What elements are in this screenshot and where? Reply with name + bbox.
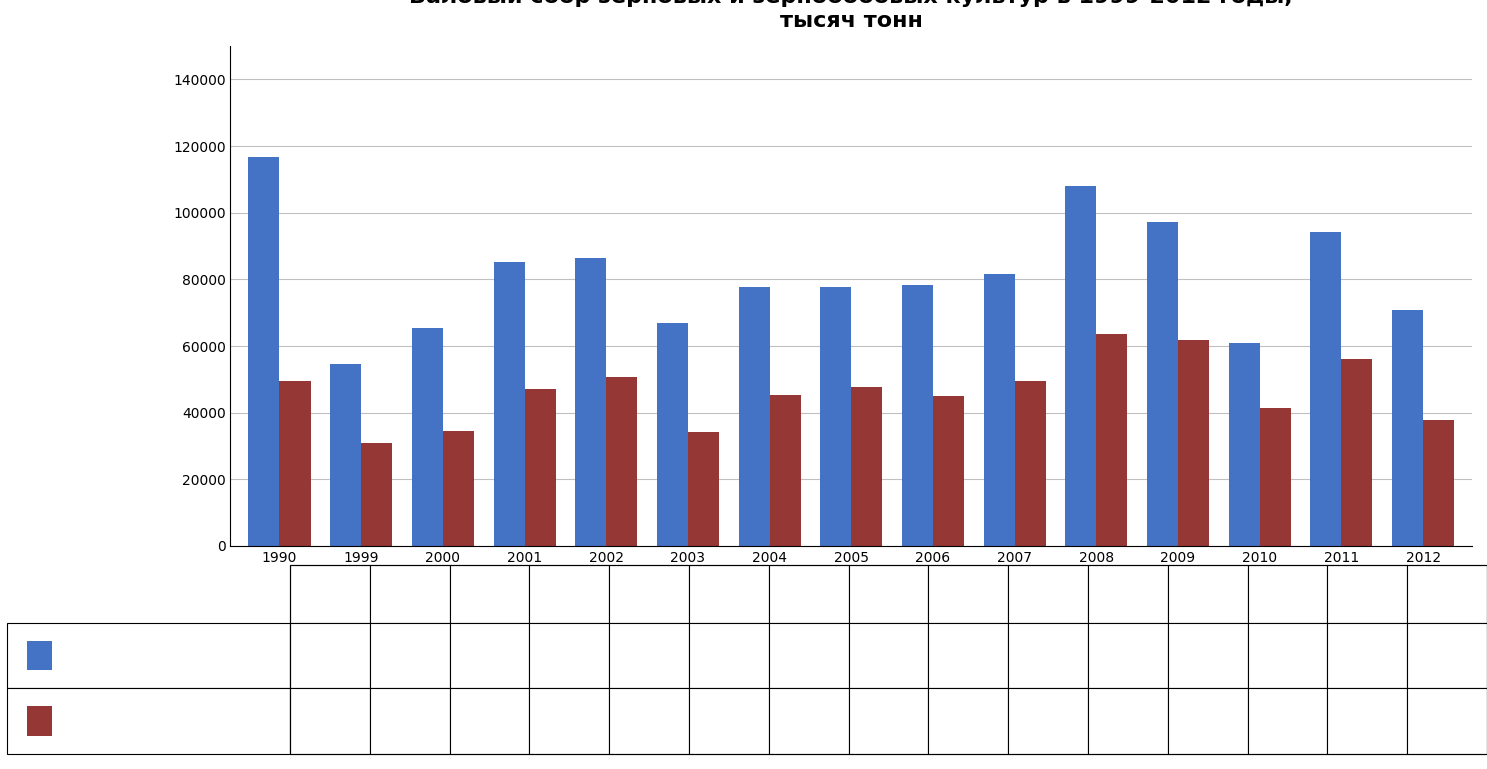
Bar bbox=[1259, 408, 1291, 546]
Bar bbox=[903, 285, 932, 546]
Bar bbox=[607, 378, 638, 546]
Bar bbox=[851, 388, 882, 546]
Text: 108179: 108179 bbox=[1105, 649, 1151, 662]
Text: 44927: 44927 bbox=[950, 714, 987, 727]
Text: 2000: 2000 bbox=[474, 588, 504, 601]
Bar bbox=[330, 364, 361, 546]
Bar bbox=[1096, 334, 1127, 546]
Text: 34070: 34070 bbox=[711, 714, 748, 727]
Text: 49368: 49368 bbox=[1029, 714, 1066, 727]
Text: 45434: 45434 bbox=[790, 714, 827, 727]
Bar bbox=[1310, 232, 1341, 546]
Bar bbox=[657, 323, 688, 546]
Text: 41508: 41508 bbox=[1268, 714, 1306, 727]
Text: 49596: 49596 bbox=[311, 714, 348, 727]
Text: 2010: 2010 bbox=[1273, 588, 1303, 601]
Text: 85084: 85084 bbox=[550, 649, 587, 662]
Text: 2009: 2009 bbox=[1193, 588, 1222, 601]
Bar bbox=[1014, 381, 1045, 546]
Text: 63765: 63765 bbox=[1109, 714, 1146, 727]
Text: 1999: 1999 bbox=[394, 588, 425, 601]
Bar bbox=[1146, 222, 1178, 546]
Text: 78227: 78227 bbox=[950, 649, 987, 662]
Bar bbox=[443, 431, 474, 546]
Text: 2008: 2008 bbox=[1114, 588, 1142, 601]
Bar bbox=[280, 381, 311, 546]
Text: 2011: 2011 bbox=[1352, 588, 1383, 601]
Text: 34460: 34460 bbox=[471, 714, 509, 727]
Bar bbox=[1065, 185, 1096, 546]
Text: 116676: 116676 bbox=[308, 649, 352, 662]
Bar bbox=[688, 432, 720, 546]
Text: 50622: 50622 bbox=[630, 714, 668, 727]
Text: пшеница: пшеница bbox=[59, 714, 120, 727]
Text: 2007: 2007 bbox=[1033, 588, 1063, 601]
Bar bbox=[1228, 343, 1259, 546]
Text: 54637: 54637 bbox=[391, 649, 428, 662]
Text: 60960: 60960 bbox=[1268, 649, 1306, 662]
Text: 81472: 81472 bbox=[1029, 649, 1066, 662]
Bar bbox=[361, 443, 393, 546]
Text: 86479: 86479 bbox=[630, 649, 668, 662]
Bar bbox=[932, 396, 964, 546]
Text: 2012: 2012 bbox=[1432, 588, 1462, 601]
Text: Зерновые и зернобобовые культуры: Зерновые и зернобобовые культуры bbox=[59, 649, 302, 662]
Text: 61740: 61740 bbox=[1190, 714, 1227, 727]
Bar bbox=[412, 328, 443, 546]
Text: 2004: 2004 bbox=[794, 588, 824, 601]
Text: 2001: 2001 bbox=[555, 588, 584, 601]
Text: 2002: 2002 bbox=[633, 588, 665, 601]
Bar bbox=[525, 389, 556, 546]
Text: 56240: 56240 bbox=[1349, 714, 1386, 727]
Bar bbox=[1178, 340, 1209, 546]
Text: 47615: 47615 bbox=[870, 714, 907, 727]
Bar bbox=[770, 394, 800, 546]
Bar bbox=[248, 157, 280, 546]
Title: Валовый сбор зерновых и зернобобовых культур в 1999-2012 годы,
тысяч тонн: Валовый сбор зерновых и зернобобовых кул… bbox=[409, 0, 1294, 31]
Bar bbox=[821, 287, 851, 546]
Bar bbox=[1423, 421, 1454, 546]
Text: 2005: 2005 bbox=[874, 588, 903, 601]
Bar bbox=[739, 287, 770, 546]
Text: 46996: 46996 bbox=[550, 714, 587, 727]
Text: 1990: 1990 bbox=[315, 588, 345, 601]
Text: 77832: 77832 bbox=[790, 649, 827, 662]
Text: 66962: 66962 bbox=[711, 649, 748, 662]
Bar bbox=[494, 262, 525, 546]
Text: 37720: 37720 bbox=[1429, 714, 1466, 727]
Text: 77803: 77803 bbox=[870, 649, 907, 662]
Text: 97111: 97111 bbox=[1190, 649, 1227, 662]
Text: 2006: 2006 bbox=[953, 588, 983, 601]
Text: 2003: 2003 bbox=[714, 588, 744, 601]
Text: 30997: 30997 bbox=[391, 714, 428, 727]
Bar bbox=[575, 258, 607, 546]
Bar bbox=[983, 275, 1014, 546]
Text: 94213: 94213 bbox=[1349, 649, 1386, 662]
Bar bbox=[1341, 358, 1373, 546]
Text: 65420: 65420 bbox=[471, 649, 509, 662]
Text: 70908: 70908 bbox=[1429, 649, 1466, 662]
Bar bbox=[1392, 310, 1423, 546]
